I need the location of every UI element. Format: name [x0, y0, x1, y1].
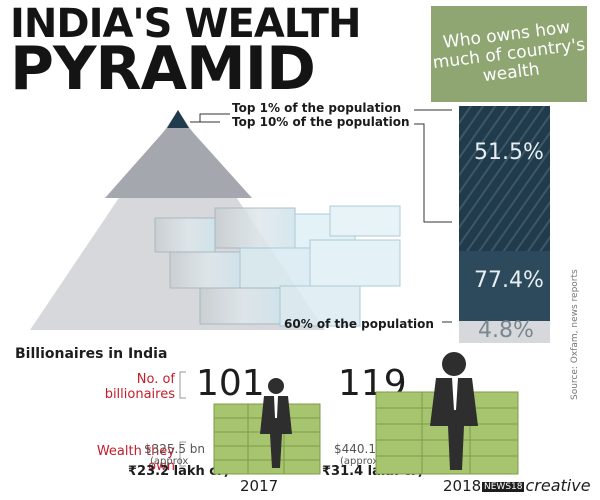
pyramid-middle-segment	[105, 128, 252, 198]
pyramid-illustration	[30, 110, 401, 330]
bar-segment-bottom60	[459, 321, 550, 343]
brand-logo: NEWS18 creative	[482, 476, 591, 495]
wealth-label: Wealth they own	[96, 444, 175, 474]
approx-2018: (approx	[340, 456, 379, 467]
money-stacks-icon	[154, 205, 401, 327]
percent-top-1: 51.5%	[474, 140, 544, 165]
percent-bottom-60: 4.8%	[478, 318, 534, 343]
bracket-lines	[179, 371, 186, 467]
title-line-1: INDIA'S WEALTH	[10, 1, 361, 47]
bar-segment-top1	[459, 106, 550, 251]
wealth-inr-2017: ₹23.2 lakh cr)	[128, 464, 230, 479]
wealth-usd-2017: $325.5 bn	[144, 442, 206, 456]
money-pile-2018-icon	[375, 352, 519, 475]
label-top-10: Top 10% of the population	[232, 115, 410, 129]
businessman-2017-icon	[260, 378, 292, 468]
billionaires-heading: Billionaires in India	[15, 346, 168, 362]
subtitle-box: Who owns how much of country's wealth	[431, 6, 587, 102]
logo-text: creative	[525, 476, 591, 495]
connector-lines	[414, 109, 452, 323]
year-2018: 2018	[443, 477, 482, 495]
pyramid-top-segment	[167, 110, 189, 128]
label-top-1: Top 1% of the population	[232, 101, 402, 115]
wealth-share-bar	[459, 106, 550, 343]
year-2017: 2017	[240, 477, 279, 495]
logo-prefix: NEWS18	[482, 481, 525, 492]
title-line-2: PYRAMID	[10, 34, 316, 104]
source-note: Source: Oxfam, news reports	[570, 269, 580, 400]
label-bottom-60: 60% of the population	[284, 317, 434, 331]
percent-top-10: 77.4%	[474, 268, 544, 293]
count-label: No. of billionaires	[104, 372, 175, 402]
approx-2017: (approx	[150, 456, 189, 467]
bar-segment-top10	[459, 251, 550, 321]
businessman-2018-icon	[430, 352, 478, 470]
money-pile-2017-icon	[213, 378, 321, 475]
subtitle-text: Who owns how much of country's wealth	[431, 16, 587, 86]
count-2017: 101	[196, 363, 265, 404]
